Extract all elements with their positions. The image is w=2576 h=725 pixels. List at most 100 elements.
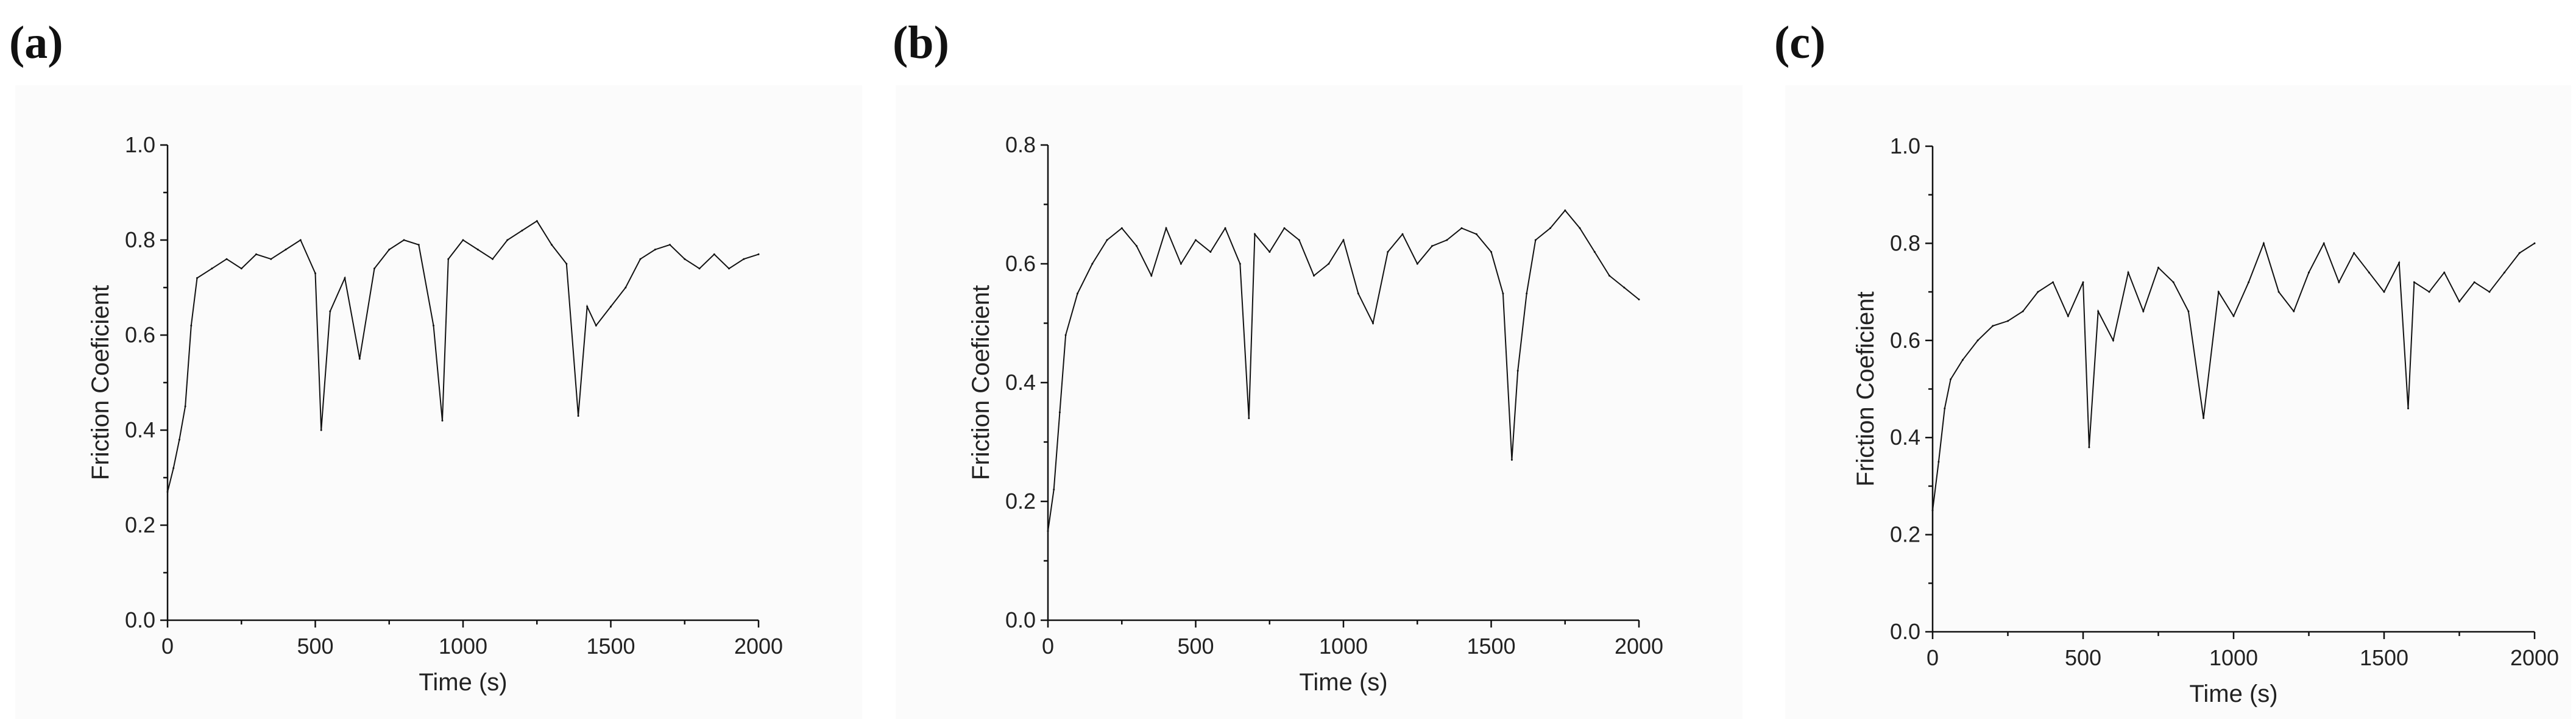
data-point bbox=[1416, 263, 1418, 265]
data-point bbox=[2428, 291, 2430, 293]
data-point bbox=[2518, 252, 2521, 254]
data-point bbox=[1209, 251, 1212, 253]
data-point bbox=[2323, 242, 2325, 244]
data-point bbox=[1248, 417, 1250, 419]
data-point bbox=[1165, 227, 1167, 229]
data-point bbox=[1593, 251, 1596, 253]
x-tick-label: 0 bbox=[161, 634, 174, 659]
data-point bbox=[447, 258, 450, 260]
data-point bbox=[1283, 227, 1286, 229]
data-point bbox=[1224, 227, 1226, 229]
y-tick-label: 0.0 bbox=[1890, 619, 1920, 644]
data-point bbox=[329, 310, 331, 313]
data-point bbox=[2052, 281, 2054, 283]
y-tick-label: 0.4 bbox=[125, 417, 155, 442]
data-point bbox=[373, 267, 375, 270]
data-point bbox=[1490, 251, 1492, 253]
panel-a-plot: 0.0 0.2 0.4 0.6 0.8 1.0 0 500 1000 1500 2000 Time (… bbox=[87, 132, 783, 696]
data-point bbox=[403, 239, 405, 241]
data-point bbox=[492, 258, 494, 260]
data-point bbox=[728, 267, 730, 270]
data-point bbox=[2368, 271, 2370, 274]
data-point bbox=[1091, 263, 1094, 265]
data-point bbox=[441, 419, 444, 422]
panel-b-plot: 0.0 0.2 0.4 0.6 0.8 0 500 1000 1500 2000 Time (s) F… bbox=[968, 132, 1663, 696]
y-tick-label: 1.0 bbox=[1890, 133, 1920, 158]
data-point bbox=[172, 467, 175, 469]
y-tick-label: 0.8 bbox=[1890, 230, 1920, 255]
data-point bbox=[2473, 281, 2475, 283]
data-point bbox=[190, 324, 193, 327]
x-axis-title: Time (s) bbox=[419, 669, 507, 696]
data-point bbox=[684, 258, 686, 260]
data-point bbox=[2187, 310, 2190, 313]
data-point bbox=[1239, 263, 1241, 265]
data-point bbox=[2172, 281, 2174, 283]
data-point bbox=[196, 277, 198, 279]
x-tick-label: 0 bbox=[1042, 634, 1054, 659]
data-point bbox=[1064, 334, 1067, 336]
panel-b-background bbox=[896, 85, 1743, 719]
data-point bbox=[586, 305, 589, 308]
y-tick-label: 1.0 bbox=[125, 132, 155, 157]
data-point bbox=[1328, 263, 1330, 265]
y-tick-label: 0.2 bbox=[1890, 522, 1920, 547]
y-axis-title: Friction Coeficient bbox=[87, 285, 114, 480]
x-tick-label: 1500 bbox=[2360, 645, 2408, 670]
data-point bbox=[669, 244, 671, 246]
data-point bbox=[417, 244, 420, 246]
data-point bbox=[433, 324, 434, 327]
data-point bbox=[1623, 286, 1626, 289]
data-point bbox=[1976, 339, 1979, 342]
panel-a-letter: (a) bbox=[9, 17, 63, 68]
data-point bbox=[2407, 407, 2409, 409]
data-point bbox=[1053, 489, 1055, 490]
data-point bbox=[2533, 242, 2536, 244]
data-point bbox=[225, 258, 228, 260]
panel-c-plot: 0.0 0.2 0.4 0.6 0.8 1.0 0 500 1000 1500 2000 Time (… bbox=[1852, 133, 2559, 707]
data-point bbox=[565, 263, 568, 265]
data-point bbox=[1401, 233, 1404, 235]
x-tick-label: 500 bbox=[1177, 634, 1214, 659]
data-point bbox=[1047, 530, 1049, 532]
data-point bbox=[1077, 292, 1078, 295]
data-point bbox=[536, 220, 538, 222]
x-tick-label: 2000 bbox=[734, 634, 783, 659]
data-point bbox=[654, 249, 656, 251]
data-point bbox=[314, 272, 316, 275]
y-tick-label: 0.6 bbox=[1890, 328, 1920, 353]
data-point bbox=[639, 258, 642, 260]
data-point bbox=[2097, 310, 2100, 313]
x-tick-label: 2000 bbox=[1615, 634, 1663, 659]
series-line-friction bbox=[1047, 209, 1640, 531]
data-point bbox=[1638, 299, 1640, 300]
x-tick-label: 1500 bbox=[586, 634, 635, 659]
y-tick-label: 0.6 bbox=[1005, 251, 1036, 276]
x-tick-label: 1000 bbox=[2209, 645, 2258, 670]
data-point bbox=[299, 239, 302, 241]
data-point bbox=[1120, 227, 1123, 229]
data-point bbox=[1387, 251, 1389, 253]
data-point bbox=[2203, 417, 2205, 419]
data-point bbox=[1992, 325, 1994, 327]
data-point bbox=[595, 324, 597, 327]
data-point bbox=[1136, 245, 1138, 247]
data-point bbox=[166, 490, 169, 493]
panel-c-letter: (c) bbox=[1774, 17, 1825, 68]
data-point bbox=[1931, 509, 1934, 512]
y-tick-label: 0.8 bbox=[125, 227, 155, 252]
y-tick-label: 0.2 bbox=[125, 512, 155, 537]
data-point bbox=[2142, 310, 2145, 313]
data-point bbox=[1961, 359, 1964, 361]
y-tick-label: 0.4 bbox=[1005, 370, 1036, 395]
data-point bbox=[577, 415, 579, 417]
data-point bbox=[2293, 310, 2295, 313]
data-point bbox=[2157, 266, 2159, 269]
data-point bbox=[1298, 239, 1300, 241]
data-point bbox=[1058, 411, 1061, 414]
data-point bbox=[713, 253, 715, 255]
data-point bbox=[1269, 251, 1271, 253]
data-point bbox=[388, 249, 391, 251]
data-point bbox=[2503, 271, 2506, 274]
